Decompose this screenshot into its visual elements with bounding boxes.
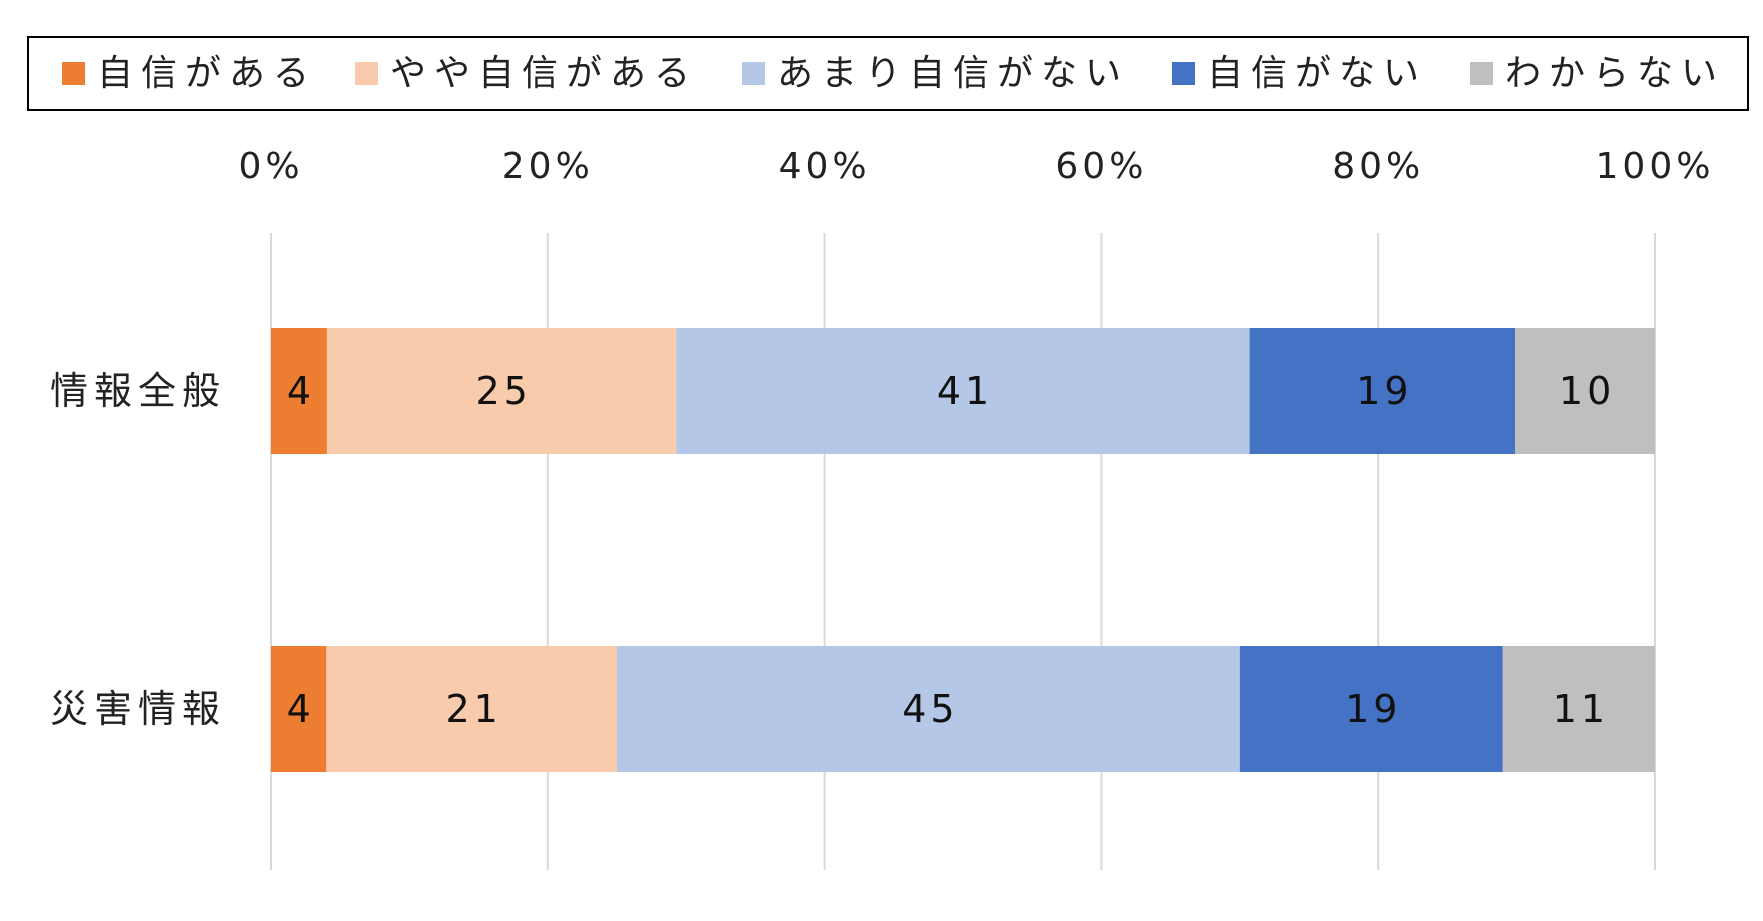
legend-swatch-1 [355, 62, 378, 85]
legend-swatch-4 [1470, 62, 1493, 85]
bars [271, 328, 1655, 772]
value-labels: 4 25 41 19 10 4 21 45 19 11 [287, 369, 1615, 731]
x-axis-ticks: 0% 20% 40% 60% 80% 100% [238, 146, 1715, 187]
legend-swatch-3 [1172, 62, 1195, 85]
x-tick-label-5: 100% [1596, 146, 1715, 187]
x-tick-label-1: 20% [502, 146, 594, 187]
bar-value-label-1-3: 19 [1345, 687, 1401, 731]
x-tick-label-3: 60% [1055, 146, 1147, 187]
legend-label-4: わからない [1505, 53, 1725, 94]
bar-1-1 [326, 646, 617, 772]
legend-label-2: あまり自信がない [777, 53, 1129, 94]
bar-value-label-0-0: 4 [287, 369, 315, 413]
legend-frame [27, 36, 1749, 111]
bar-0-1 [326, 328, 677, 454]
category-label-0: 情報全般 [50, 369, 226, 413]
x-tick-label-0: 0% [238, 146, 303, 187]
bar-0-3 [1249, 328, 1516, 454]
bar-1-3 [1239, 646, 1503, 772]
legend-label-0: 自信がある [97, 53, 317, 94]
bar-value-label-0-3: 19 [1356, 369, 1412, 413]
bar-value-label-0-1: 25 [475, 369, 531, 413]
bar-1-4 [1502, 646, 1655, 772]
bar-value-label-0-2: 41 [937, 369, 993, 413]
bar-value-label-1-4: 11 [1553, 687, 1609, 731]
bar-value-label-1-0: 4 [287, 687, 315, 731]
legend-label-1: やや自信がある [390, 53, 698, 94]
bar-1-0 [271, 646, 327, 772]
bar-1-2 [617, 646, 1240, 772]
bar-0-2 [676, 328, 1250, 454]
legend-swatch-2 [742, 62, 765, 85]
bar-value-label-1-2: 45 [902, 687, 958, 731]
bar-0-0 [271, 328, 327, 454]
legend: 自信がある やや自信がある あまり自信がない 自信がない わからない [27, 36, 1749, 111]
category-label-1: 災害情報 [50, 687, 226, 731]
bar-value-label-1-1: 21 [446, 687, 502, 731]
legend-swatch-0 [62, 62, 85, 85]
legend-label-3: 自信がない [1207, 53, 1427, 94]
bar-value-label-0-4: 10 [1559, 369, 1615, 413]
x-tick-label-2: 40% [779, 146, 871, 187]
bar-0-4 [1515, 328, 1655, 454]
x-tick-label-4: 80% [1332, 146, 1424, 187]
